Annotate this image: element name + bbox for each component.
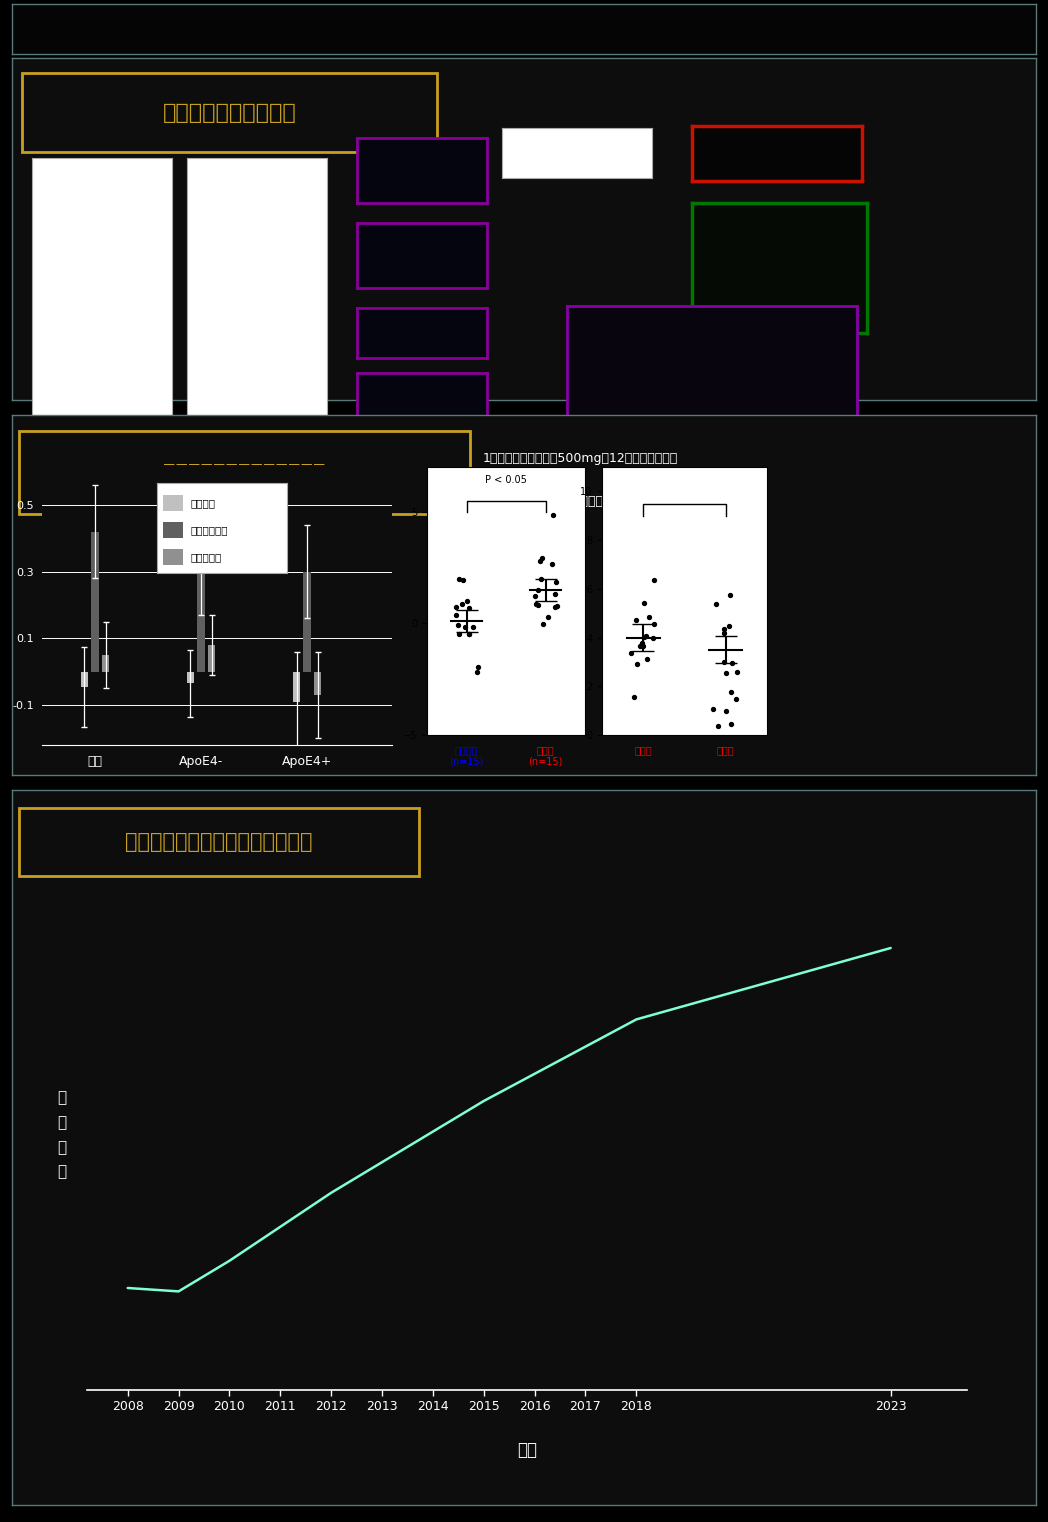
Point xyxy=(715,650,732,674)
Point xyxy=(461,621,478,645)
Point xyxy=(534,612,551,636)
Text: P < 0.05: P < 0.05 xyxy=(485,475,527,486)
Point xyxy=(628,653,645,677)
Point xyxy=(455,568,472,592)
Point xyxy=(447,595,464,619)
Bar xyxy=(163,495,183,511)
Point xyxy=(721,613,738,638)
Point xyxy=(722,680,739,705)
Bar xyxy=(91,531,99,671)
Point xyxy=(453,592,470,616)
Y-axis label: 普
及
段
階: 普 及 段 階 xyxy=(58,1091,67,1180)
Point xyxy=(461,595,478,619)
Bar xyxy=(314,671,322,696)
Point xyxy=(646,568,662,592)
Point xyxy=(533,568,550,592)
Point xyxy=(526,584,543,609)
FancyBboxPatch shape xyxy=(19,431,470,514)
Point xyxy=(544,552,561,577)
Point xyxy=(447,603,464,627)
FancyBboxPatch shape xyxy=(19,808,418,875)
Point xyxy=(728,659,745,683)
Point xyxy=(451,566,467,591)
Point xyxy=(722,583,739,607)
FancyBboxPatch shape xyxy=(22,73,437,152)
Point xyxy=(709,714,726,738)
Point xyxy=(460,621,477,645)
Bar xyxy=(81,671,88,686)
Text: 研究終了後の研究成果の普及状況: 研究終了後の研究成果の普及状況 xyxy=(125,833,312,852)
Text: ジペプチド: ジペプチド xyxy=(191,552,222,562)
Point xyxy=(635,635,652,659)
Point xyxy=(636,626,653,650)
Point xyxy=(626,685,642,709)
Point xyxy=(639,647,656,671)
Point xyxy=(533,546,550,571)
Point xyxy=(545,504,562,528)
Text: 研究期間中の研究成果: 研究期間中の研究成果 xyxy=(162,102,297,123)
Bar xyxy=(163,549,183,565)
Point xyxy=(468,661,485,685)
Point xyxy=(546,595,563,619)
Point xyxy=(637,624,654,648)
Bar xyxy=(102,654,109,671)
Point xyxy=(458,589,475,613)
Point xyxy=(634,632,651,656)
Bar xyxy=(197,572,204,671)
X-axis label: 年次: 年次 xyxy=(517,1441,537,1460)
Point xyxy=(450,613,466,638)
Point xyxy=(641,604,658,629)
Text: 1日あたりアンセリン500mgの12週間摂取により: 1日あたりアンセリン500mgの12週間摂取により xyxy=(483,452,678,464)
Point xyxy=(628,609,645,633)
Point xyxy=(632,633,649,658)
Point xyxy=(547,581,564,606)
Point xyxy=(646,612,662,636)
Point xyxy=(716,616,733,641)
Point xyxy=(705,697,722,721)
Point xyxy=(723,650,740,674)
Point xyxy=(645,626,661,650)
Bar xyxy=(292,671,301,702)
Point xyxy=(727,686,744,711)
Text: イミダゾール: イミダゾール xyxy=(191,525,228,534)
Text: 軽度認知機能低下者の認知機能が有意に改善: 軽度認知機能低下者の認知機能が有意に改善 xyxy=(483,495,633,508)
Point xyxy=(718,699,735,723)
Point xyxy=(530,578,547,603)
Bar xyxy=(208,645,216,671)
Point xyxy=(716,621,733,645)
Point xyxy=(540,606,556,630)
Point xyxy=(707,592,724,616)
Point xyxy=(451,621,467,645)
Point xyxy=(635,591,652,615)
Text: 研究終了後の新たな研究成果: 研究終了後の新たな研究成果 xyxy=(163,463,326,482)
Bar xyxy=(304,572,311,671)
Bar xyxy=(163,522,183,537)
Point xyxy=(529,592,546,616)
Point xyxy=(547,569,564,594)
Point xyxy=(718,661,735,685)
Point xyxy=(527,592,544,616)
Point xyxy=(624,641,640,665)
Point xyxy=(470,654,486,679)
Text: プラセボ: プラセボ xyxy=(191,498,216,508)
Point xyxy=(722,712,739,737)
Point xyxy=(457,615,474,639)
Point xyxy=(531,548,548,572)
Point xyxy=(548,594,565,618)
Bar xyxy=(187,671,194,683)
Point xyxy=(465,615,482,639)
